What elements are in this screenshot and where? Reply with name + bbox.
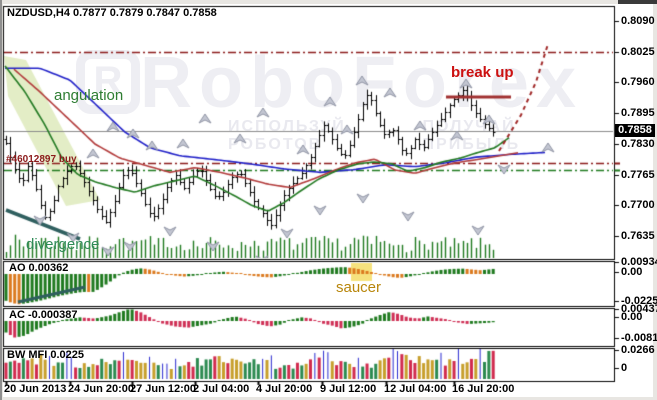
window-left-edge: [0, 0, 2, 400]
price-axis-label: 0.7635: [621, 230, 655, 242]
price-axis-label: 0.7960: [621, 76, 655, 88]
angulation-annotation[interactable]: angulation: [54, 87, 124, 104]
price-axis-label: 0.7830: [621, 138, 655, 150]
price-axis-label: 0.7765: [621, 169, 655, 181]
ao-axis-label: 0.00: [621, 266, 643, 278]
order-line-label[interactable]: #46012897 buy: [6, 154, 77, 165]
time-axis-label: 20 Jun 2013: [4, 383, 67, 395]
ac-indicator-title: AC -0.000387: [9, 309, 78, 321]
time-axis-label: 2 Jul 04:00: [193, 383, 250, 395]
time-axis-label: 4 Jul 20:00: [256, 383, 313, 395]
mfi-axis-label: 0.0266: [621, 344, 655, 356]
ac-axis-label: -0.00816: [621, 332, 657, 344]
time-axis-label: 16 Jul 20:00: [452, 383, 515, 395]
ao-indicator-title: AO 0.00362: [9, 262, 69, 274]
price-axis-label: 0.7895: [621, 107, 655, 119]
mfi-indicator-title: BW MFI 0.0225: [7, 349, 85, 361]
price-axis-label: 0.8090: [621, 15, 655, 27]
time-axis-label: 27 Jun 12:00: [130, 383, 197, 395]
break-up-annotation[interactable]: break up: [451, 64, 514, 81]
divergence-annotation[interactable]: divergence: [26, 236, 100, 253]
price-axis-label: 0.7700: [621, 199, 655, 211]
ac-axis-label: 0.00: [621, 311, 643, 323]
symbol-info: NZDUSD,H4 0.7877 0.7879 0.7847 0.7858: [7, 7, 217, 19]
time-axis-label: 9 Jul 12:00: [320, 383, 377, 395]
time-axis-label: 24 Jun 20:00: [68, 383, 135, 395]
current-price-tag: 0.7858: [615, 124, 655, 137]
mfi-axis-label: 0: [621, 362, 628, 374]
ao-axis-label: -0.02258: [621, 295, 657, 307]
saucer-annotation[interactable]: saucer: [336, 279, 382, 296]
window-top-right-edge: [618, 0, 657, 4]
ac-axis-label: 0.004378: [621, 303, 657, 315]
ao-axis-label: 0.00934: [621, 256, 657, 268]
time-axis-label: 12 Jul 04:00: [384, 383, 447, 395]
price-axis-label: 0.8025: [621, 46, 655, 58]
